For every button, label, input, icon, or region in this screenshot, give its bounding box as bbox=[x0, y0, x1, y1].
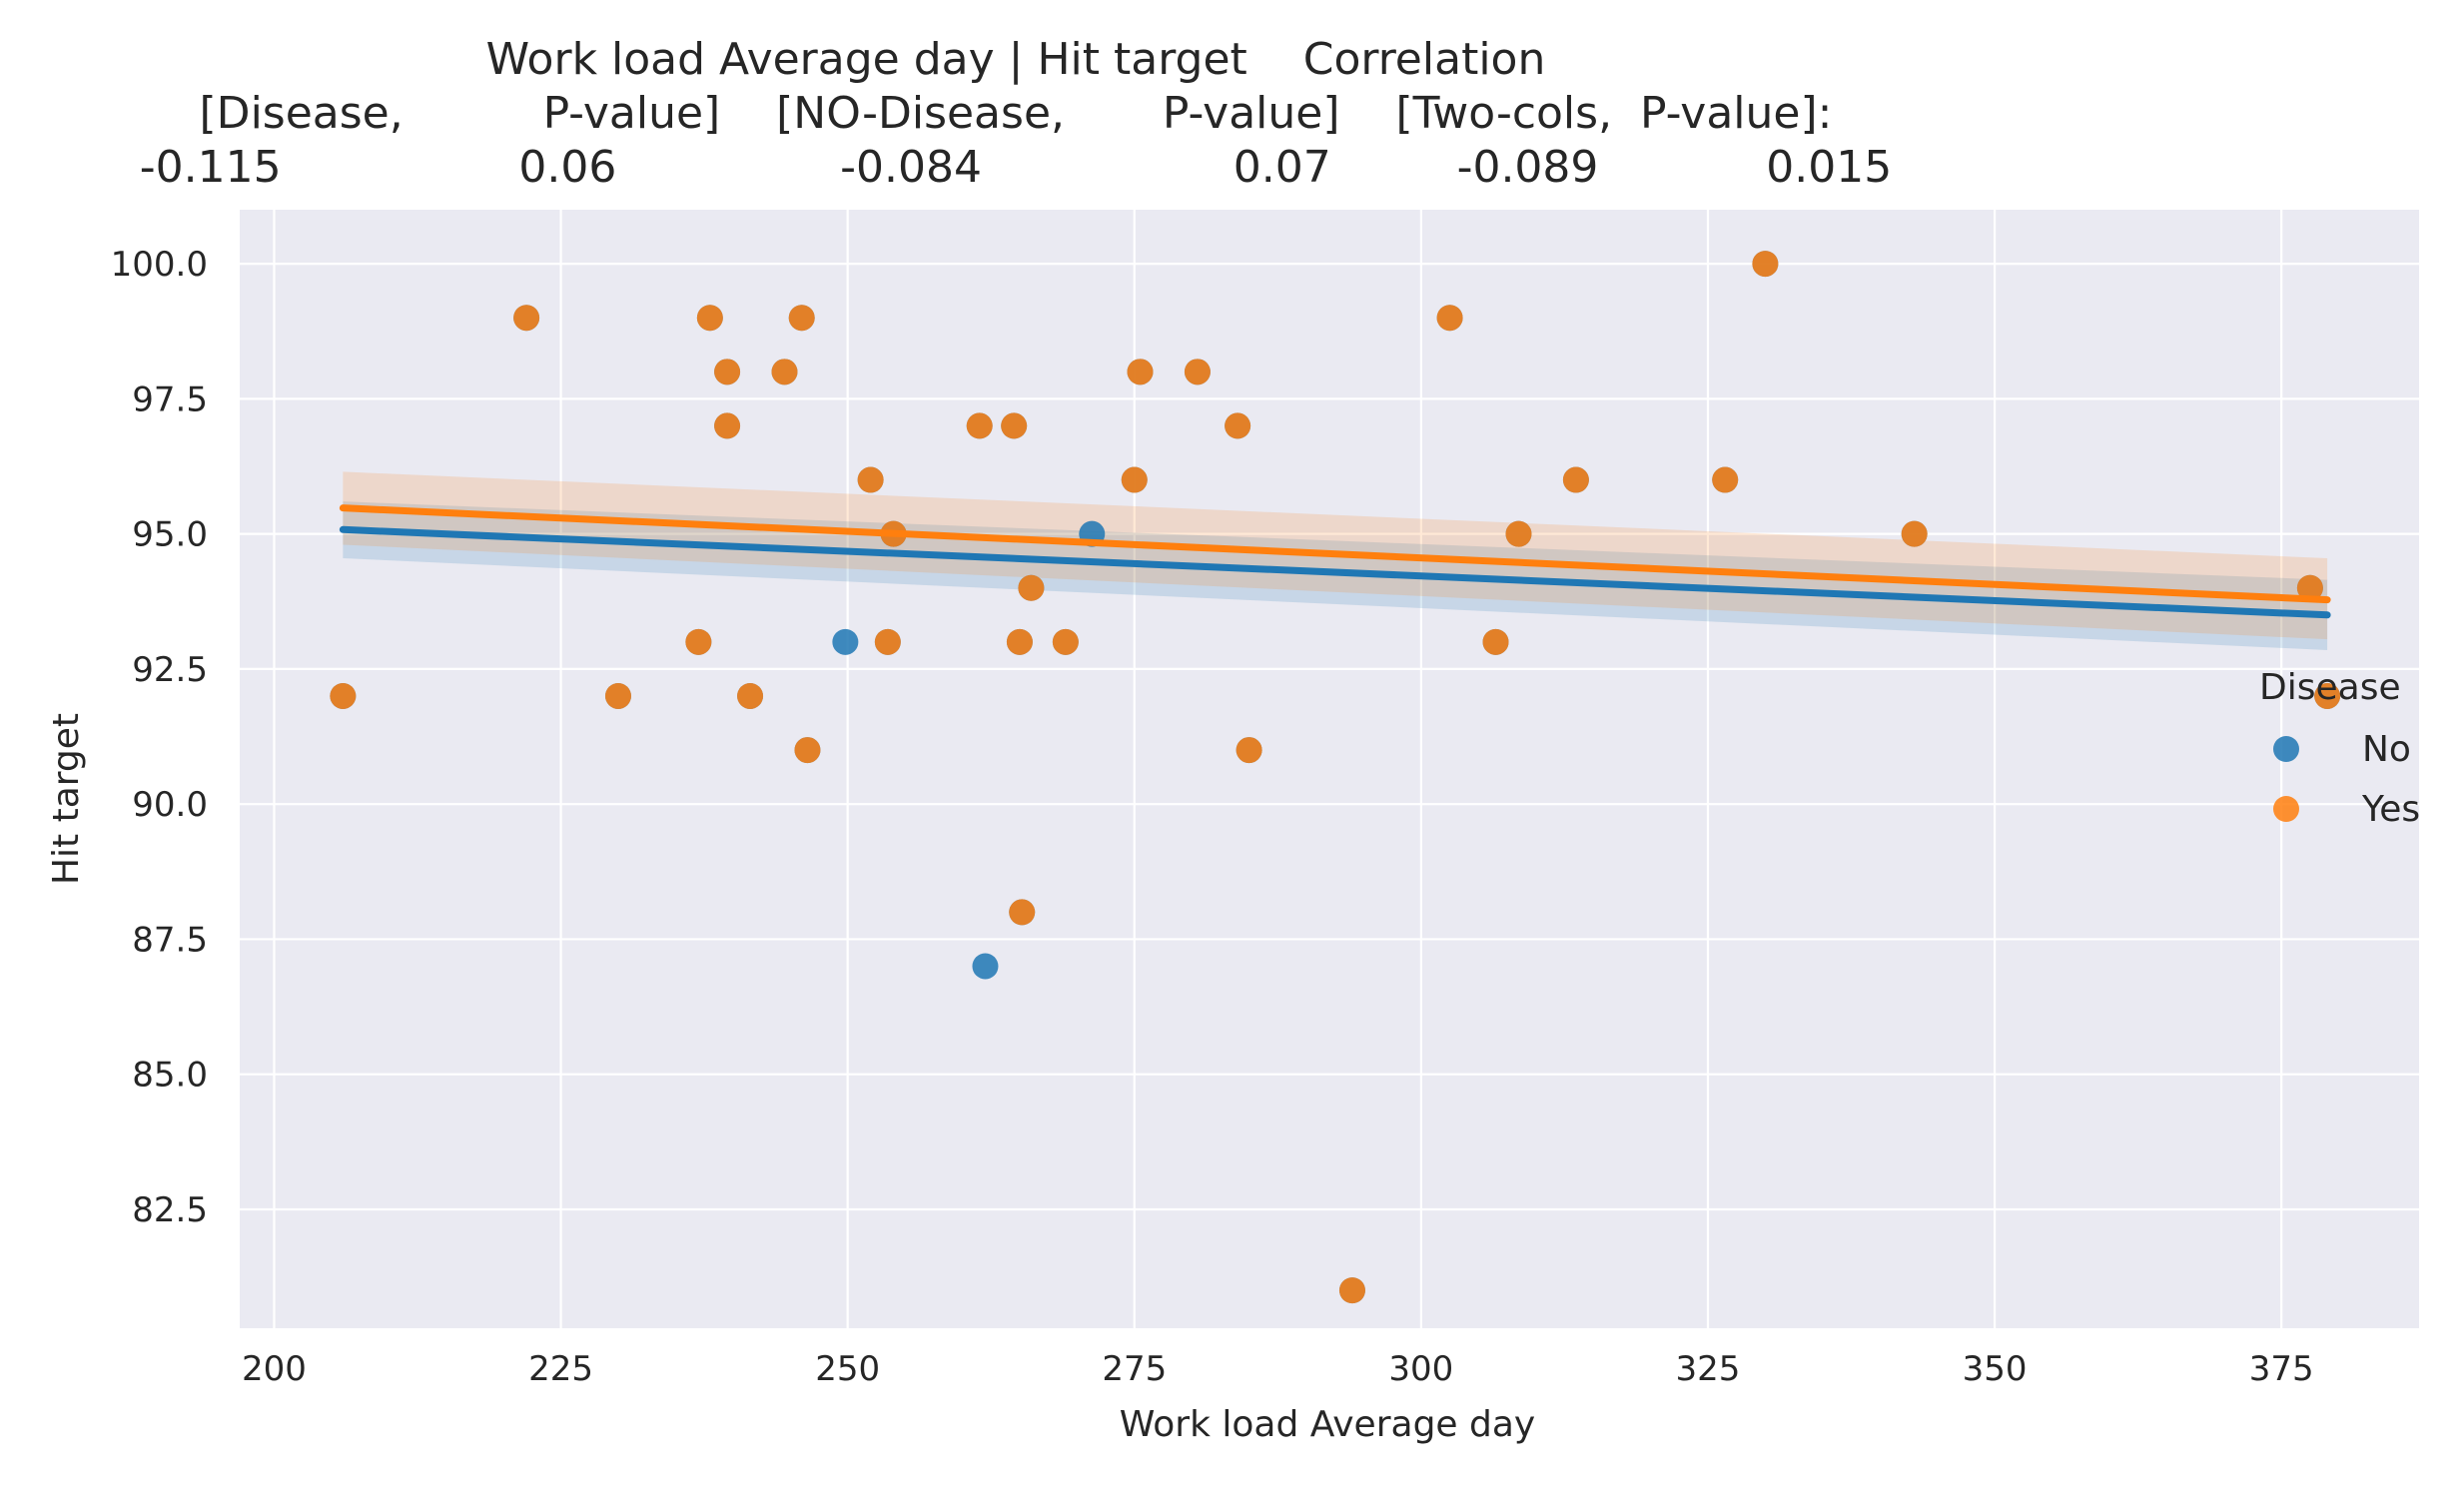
y-tick-label: 100.0 bbox=[111, 245, 208, 285]
point-yes bbox=[1901, 520, 1928, 547]
x-tick-labels: 200 225 250 275 300 325 350 375 bbox=[242, 1349, 2314, 1389]
point-yes bbox=[794, 737, 821, 764]
x-tick-label: 250 bbox=[815, 1349, 880, 1389]
point-no bbox=[972, 953, 999, 980]
point-yes bbox=[714, 359, 741, 385]
point-yes bbox=[1001, 412, 1028, 439]
point-yes bbox=[1006, 628, 1033, 655]
point-yes bbox=[1505, 520, 1532, 547]
regression-lines bbox=[339, 504, 2331, 619]
point-yes bbox=[1052, 628, 1079, 655]
x-tick-label: 350 bbox=[1963, 1349, 2028, 1389]
point-yes bbox=[771, 359, 798, 385]
plot-background bbox=[240, 210, 2419, 1328]
grid bbox=[240, 210, 2419, 1328]
y-tick-label: 82.5 bbox=[132, 1190, 208, 1230]
point-yes bbox=[874, 628, 901, 655]
chart-title-line: [Disease, P-value] [NO-Disease, P-value]… bbox=[200, 88, 1833, 139]
point-yes bbox=[513, 305, 540, 332]
point-yes bbox=[696, 305, 723, 332]
legend-marker-yes bbox=[2273, 796, 2299, 822]
point-yes bbox=[966, 412, 993, 439]
y-tick-label: 85.0 bbox=[132, 1056, 208, 1096]
y-tick-label: 87.5 bbox=[132, 920, 208, 960]
x-tick-label: 275 bbox=[1102, 1349, 1167, 1389]
point-yes bbox=[857, 466, 884, 493]
point-yes bbox=[1436, 305, 1463, 332]
regression-line-no bbox=[339, 525, 2331, 619]
x-tick-label: 225 bbox=[528, 1349, 593, 1389]
chart-title-line: -0.115 0.06 -0.084 0.07 -0.089 0.015 bbox=[140, 142, 1892, 193]
point-yes bbox=[2314, 682, 2341, 709]
point-yes bbox=[1752, 251, 1779, 278]
point-yes bbox=[1018, 574, 1045, 601]
point-yes bbox=[330, 682, 357, 709]
y-tick-labels: 82.5 85.0 87.5 90.0 92.5 95.0 97.5 100.0 bbox=[111, 245, 208, 1230]
x-tick-label: 200 bbox=[242, 1349, 307, 1389]
legend-title: Disease bbox=[2259, 667, 2401, 708]
regression-line-yes bbox=[339, 504, 2331, 604]
y-tick-label: 90.0 bbox=[132, 785, 208, 825]
point-yes bbox=[1225, 412, 1251, 439]
point-yes bbox=[1009, 899, 1036, 926]
x-tick-label: 300 bbox=[1388, 1349, 1453, 1389]
point-yes bbox=[1184, 359, 1211, 385]
ci-band-no bbox=[343, 501, 2328, 650]
point-yes bbox=[604, 682, 631, 709]
x-tick-label: 325 bbox=[1676, 1349, 1741, 1389]
point-no bbox=[832, 628, 859, 655]
y-tick-label: 97.5 bbox=[132, 379, 208, 419]
point-yes bbox=[737, 682, 764, 709]
legend-label-yes: Yes bbox=[2361, 789, 2420, 830]
point-yes bbox=[1482, 628, 1509, 655]
x-tick-label: 375 bbox=[2249, 1349, 2314, 1389]
point-yes bbox=[1338, 1277, 1365, 1304]
y-axis-label: Hit target bbox=[46, 713, 87, 885]
point-yes bbox=[1127, 359, 1154, 385]
point-yes bbox=[685, 628, 712, 655]
point-yes bbox=[2296, 574, 2323, 601]
point-yes bbox=[788, 305, 815, 332]
chart-title: Work load Average day | Hit target Corre… bbox=[140, 34, 1892, 193]
chart-title-line: Work load Average day | Hit target Corre… bbox=[486, 34, 1546, 85]
legend-marker-no bbox=[2273, 736, 2299, 762]
point-yes bbox=[1121, 466, 1148, 493]
x-axis-label: Work load Average day bbox=[1120, 1404, 1535, 1445]
legend-label-no: No bbox=[2362, 729, 2411, 770]
y-tick-label: 95.0 bbox=[132, 515, 208, 555]
y-tick-label: 92.5 bbox=[132, 650, 208, 690]
point-yes bbox=[1235, 737, 1262, 764]
point-yes bbox=[1562, 466, 1589, 493]
point-yes bbox=[714, 412, 741, 439]
point-yes bbox=[1712, 466, 1739, 493]
legend: Disease No Yes bbox=[2259, 667, 2420, 830]
